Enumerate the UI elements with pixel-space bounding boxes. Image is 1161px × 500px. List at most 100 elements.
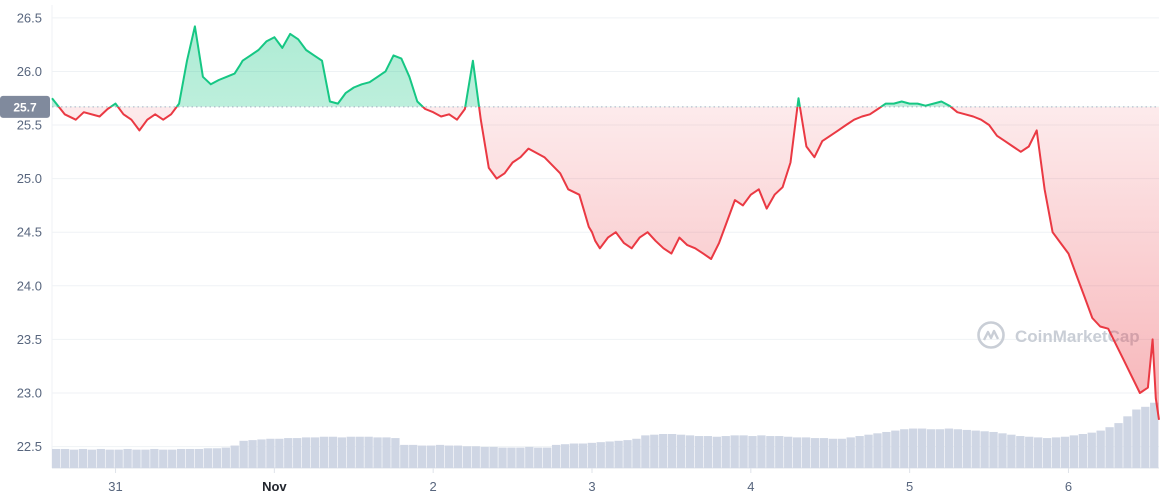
- volume-bar: [926, 429, 936, 468]
- volume-bar: [60, 448, 70, 468]
- volume-bar: [409, 444, 418, 468]
- volume-bar: [632, 438, 641, 468]
- price-areas: [52, 26, 1159, 420]
- volume-bar: [453, 445, 463, 468]
- volume-bar: [659, 434, 668, 468]
- volume-bar: [560, 444, 570, 468]
- volume-bar: [391, 438, 400, 468]
- volume-bar: [426, 445, 436, 468]
- volume-bar: [96, 448, 105, 468]
- volume-bar: [534, 447, 543, 468]
- price-line-up: [51, 25, 953, 107]
- x-tick-label: 2: [430, 479, 437, 494]
- x-tick-label: 5: [906, 479, 913, 494]
- volume-bar: [792, 437, 802, 468]
- volume-bar: [730, 435, 739, 468]
- volume-bar: [900, 429, 909, 468]
- volume-bar: [1096, 430, 1105, 468]
- y-axis-ticks: 22.5 23.0 23.5 24.0 24.5 25.0 25.5 26.0 26.5: [17, 10, 42, 454]
- volume-bar: [721, 436, 730, 468]
- volume-bar: [1105, 427, 1114, 468]
- volume-bar: [435, 444, 445, 468]
- volume-bar: [418, 445, 427, 468]
- volume-bar: [650, 434, 659, 468]
- x-tick-label: 31: [108, 479, 122, 494]
- volume-bar: [1078, 434, 1087, 468]
- volume-bar: [239, 440, 248, 468]
- y-tick-label: 26.0: [17, 64, 42, 79]
- volume-bar: [301, 437, 311, 468]
- volume-bar: [78, 448, 88, 468]
- volume-bar: [373, 437, 382, 468]
- volume-bar: [998, 433, 1007, 468]
- volume-bar: [623, 440, 632, 468]
- volume-bar: [1034, 437, 1043, 468]
- volume-bar: [525, 446, 534, 468]
- volume-bar: [1087, 432, 1096, 468]
- volume-bar: [462, 446, 471, 468]
- x-axis-ticks: 31 Nov 2 3 4 5 6: [108, 468, 1072, 494]
- baseline-price-tag: 25.7: [0, 95, 50, 118]
- coinmarketcap-logo-icon: [977, 321, 1005, 349]
- y-tick-label: 24.5: [17, 225, 42, 240]
- volume-bar: [935, 429, 945, 468]
- volume-bar: [980, 431, 989, 468]
- volume-bar: [587, 442, 596, 468]
- volume-bar: [882, 431, 891, 468]
- volume-bar: [293, 438, 302, 468]
- volume-bar: [364, 436, 373, 468]
- volume-bar: [837, 438, 846, 468]
- volume-bar: [1042, 438, 1052, 468]
- volume-bar: [578, 443, 588, 468]
- volume-bar: [382, 437, 391, 468]
- volume-bar: [775, 436, 784, 468]
- volume-bar: [828, 438, 838, 468]
- volume-bar: [784, 436, 793, 468]
- area-below-baseline: [58, 106, 1159, 420]
- volume-bar: [284, 438, 293, 468]
- volume-bar: [569, 443, 579, 468]
- volume-bar: [346, 436, 355, 468]
- volume-bar: [221, 447, 230, 468]
- volume-bar: [676, 434, 686, 468]
- volume-bar: [685, 435, 695, 468]
- baseline-tag-label: 25.7: [13, 100, 37, 114]
- volume-bar: [257, 439, 266, 468]
- volume-bar: [953, 429, 962, 468]
- volume-bar: [444, 445, 454, 468]
- volume-bar: [69, 449, 79, 468]
- volume-bar: [1016, 436, 1025, 468]
- y-tick-label: 22.5: [17, 439, 42, 454]
- volume-bar: [516, 447, 525, 468]
- x-tick-label: 4: [747, 479, 754, 494]
- price-line-down: [57, 106, 1160, 420]
- volume-bar: [1007, 434, 1016, 468]
- volume-bar: [694, 436, 704, 468]
- watermark: CoinMarketCap: [977, 321, 1140, 349]
- volume-bar: [355, 436, 364, 468]
- volume-bar: [605, 441, 614, 468]
- volume-bar: [203, 448, 213, 468]
- volume-bar: [507, 447, 516, 468]
- volume-bar: [194, 448, 204, 468]
- volume-bar: [1132, 409, 1141, 468]
- volume-bar: [909, 428, 918, 468]
- volume-bar: [855, 436, 864, 468]
- volume-bar: [248, 440, 257, 468]
- volume-bar: [1114, 423, 1123, 468]
- volume-bar: [498, 447, 507, 468]
- volume-bar: [873, 433, 882, 468]
- volume-bar: [766, 436, 775, 468]
- volume-bar: [1051, 437, 1061, 468]
- volume-bar: [159, 449, 168, 468]
- volume-bar: [105, 449, 114, 468]
- volume-bar: [275, 438, 284, 468]
- volume-bar: [400, 444, 409, 468]
- volume-bar: [141, 449, 150, 468]
- volume-bar: [989, 431, 998, 468]
- volume-bar: [489, 446, 498, 468]
- volume-bar: [596, 442, 605, 468]
- y-tick-label: 25.0: [17, 171, 42, 186]
- volume-bar: [703, 436, 713, 468]
